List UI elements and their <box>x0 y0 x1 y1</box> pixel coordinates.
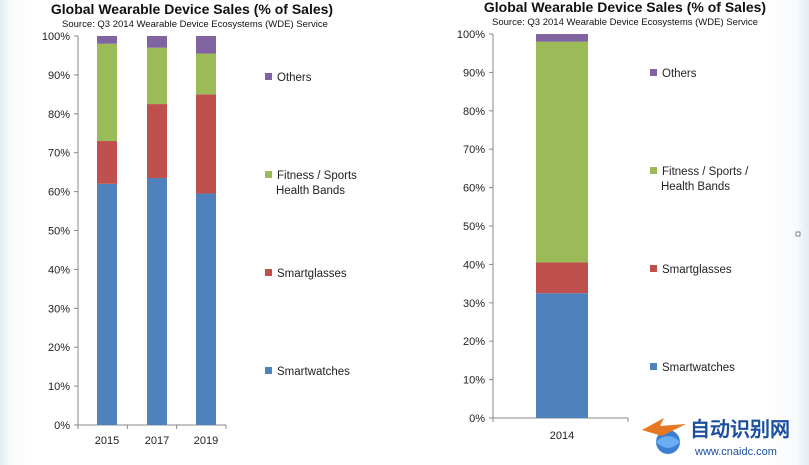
bar-segment-smartwatches <box>97 183 117 425</box>
legend-swatch <box>650 167 657 174</box>
x-tick-label: 2017 <box>145 435 169 447</box>
y-tick-label: 100% <box>42 31 70 43</box>
y-tick-label: 90% <box>463 67 485 79</box>
legend-label: Smartwatches <box>277 366 350 378</box>
bar-segment-others <box>196 36 216 54</box>
legend-label: Health Bands <box>661 181 730 193</box>
right-chart-subtitle: Source: Q3 2014 Wearable Device Ecosyste… <box>492 17 758 28</box>
left-chart-subtitle: Source: Q3 2014 Wearable Device Ecosyste… <box>62 19 328 30</box>
legend-label: Fitness / Sports <box>277 170 357 182</box>
legend-swatch <box>650 69 657 76</box>
y-tick-label: 30% <box>463 298 485 310</box>
bar-segment-smartwatches <box>196 193 216 425</box>
legend-swatch <box>265 367 272 374</box>
bar-segment-others <box>97 36 117 44</box>
y-tick-label: 40% <box>463 259 485 271</box>
bar-segment-smartwatches <box>147 177 167 425</box>
legend-label: Fitness / Sports / <box>662 166 749 178</box>
y-tick-label: 50% <box>48 226 70 238</box>
legend-swatch <box>650 265 657 272</box>
left-chart-plot: 0% 10% 20% 30% 40% 50% 60% 70% 80% 90% 100% 2015 201… <box>42 31 357 447</box>
y-tick-label: 0% <box>469 413 485 425</box>
bar-segment-fitness-sports-health-bands <box>536 41 588 263</box>
x-tick-label: 2015 <box>95 435 119 447</box>
left-chart-title: Global Wearable Device Sales (% of Sales… <box>51 1 333 17</box>
bar-segment-smartglasses <box>536 262 588 294</box>
legend-swatch <box>265 73 272 80</box>
y-tick-label: 60% <box>48 187 70 199</box>
legend-label: Health Bands <box>276 185 345 197</box>
legend-swatch <box>650 363 657 370</box>
bar-segment-others <box>536 34 588 42</box>
bar-segment-smartglasses <box>147 104 167 178</box>
right-chart-title: Global Wearable Device Sales (% of Sales… <box>484 0 766 15</box>
watermark-text: 自动识别网 <box>690 417 790 441</box>
y-tick-label: 80% <box>463 106 485 118</box>
y-tick-label: 60% <box>463 183 485 195</box>
y-tick-label: 20% <box>463 336 485 348</box>
x-tick-label: 2014 <box>550 430 574 442</box>
y-tick-label: 70% <box>463 144 485 156</box>
resize-handle[interactable] <box>795 231 801 237</box>
y-tick-label: 10% <box>463 375 485 387</box>
legend-swatch <box>265 171 272 178</box>
y-tick-label: 10% <box>48 381 70 393</box>
y-tick-label: 0% <box>54 420 70 432</box>
bar-segment-smartwatches <box>536 293 588 418</box>
bar-segment-others <box>147 36 167 48</box>
legend-label: Others <box>277 72 312 84</box>
legend-label: Others <box>662 68 697 80</box>
y-tick-label: 80% <box>48 109 70 121</box>
watermark: 自动识别网 www.cnaidc.com <box>642 417 790 458</box>
y-tick-label: 30% <box>48 303 70 315</box>
y-tick-label: 40% <box>48 264 70 276</box>
legend-swatch <box>265 269 272 276</box>
legend-label: Smartglasses <box>662 264 732 276</box>
bar-segment-fitness-sports-health-bands <box>196 53 216 95</box>
globe-arrow-logo-icon <box>642 418 686 454</box>
y-tick-label: 90% <box>48 70 70 82</box>
y-tick-label: 70% <box>48 148 70 160</box>
y-tick-label: 100% <box>457 29 485 41</box>
right-chart-plot: 0% 10% 20% 30% 40% 50% 60% 70% 80% 90% 100% 2014 Sma… <box>457 29 749 442</box>
legend-label: Smartwatches <box>662 362 735 374</box>
bar-segment-fitness-sports-health-bands <box>97 43 117 142</box>
bar-segment-smartglasses <box>196 94 216 194</box>
bar-segment-smartglasses <box>97 141 117 184</box>
watermark-url: www.cnaidc.com <box>694 446 777 458</box>
bar-segment-fitness-sports-health-bands <box>147 47 167 105</box>
x-tick-label: 2019 <box>194 435 218 447</box>
y-tick-label: 20% <box>48 342 70 354</box>
right-chart-panel <box>400 0 809 465</box>
legend-label: Smartglasses <box>277 268 347 280</box>
y-tick-label: 50% <box>463 221 485 233</box>
